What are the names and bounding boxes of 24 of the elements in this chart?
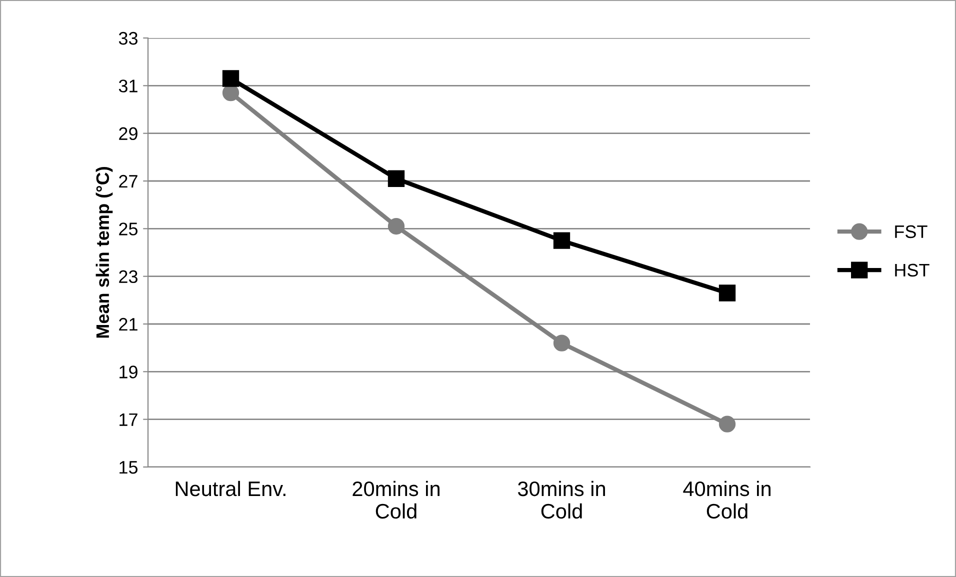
y-axis-title: Mean skin temp (°C) (96, 167, 113, 338)
y-tick-label: 15 (120, 461, 138, 474)
y-tick-label: 27 (119, 174, 138, 188)
y-tick-label: 19 (120, 366, 138, 378)
point (222, 70, 240, 87)
y-tick-label: 23 (119, 270, 138, 284)
y-tick-label: 25 (119, 222, 138, 236)
point (718, 416, 736, 432)
legend-label: HST (895, 264, 930, 277)
y-tick-label: 21 (119, 318, 138, 331)
point (718, 284, 736, 302)
y-tick-label: 31 (118, 80, 138, 92)
point (553, 334, 570, 352)
y-tick-label: 17 (120, 413, 138, 426)
x-tick-label: 20mins in Cold (352, 480, 440, 519)
x-tick-label: 40mins in Cold (683, 480, 770, 519)
point (388, 170, 405, 187)
point (553, 232, 570, 249)
x-tick-label: 30mins in Cold (518, 480, 605, 519)
x-tick-label: Neutral Env. (176, 480, 286, 496)
legend-label: FST (895, 225, 928, 238)
point (388, 218, 405, 235)
y-tick-label: 33 (118, 32, 138, 45)
y-tick-label: 29 (119, 127, 138, 140)
